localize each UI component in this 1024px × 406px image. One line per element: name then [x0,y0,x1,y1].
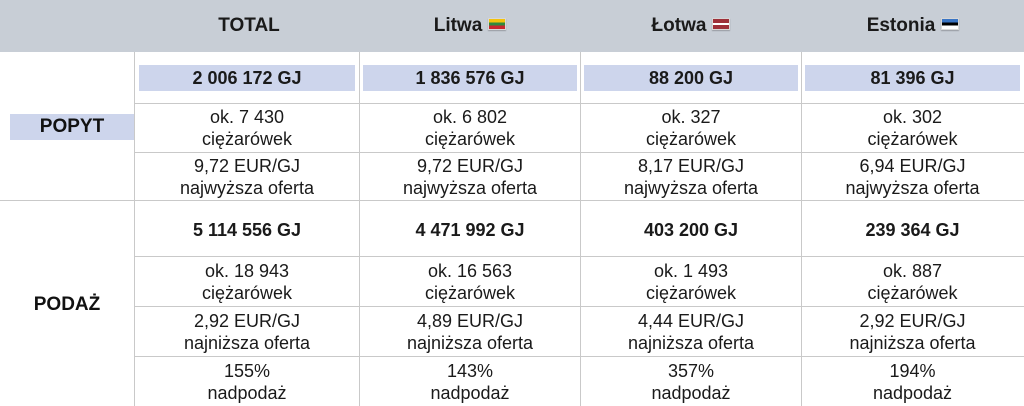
popyt-volume-latvia: 88 200 GJ [584,65,798,91]
podaz-oversupply-estonia: 194% nadpodaż [805,357,1020,406]
cell-line: 194% [889,360,936,381]
grid-line [134,152,1024,153]
cell-line: 6,94 EUR/GJ [859,155,966,176]
cell-line: ciężarówek [645,282,737,303]
section-label-podaz: PODAŻ [33,294,101,315]
podaz-price-estonia: 2,92 EUR/GJ najniższa oferta [805,307,1020,356]
popyt-price-latvia: 8,17 EUR/GJ najwyższa oferta [584,153,798,200]
cell-line: 2,92 EUR/GJ [193,310,301,331]
popyt-volume-lithuania: 1 836 576 GJ [363,65,577,91]
cell-line: ciężarówek [645,129,737,149]
cell-line: 143% [446,360,494,381]
cell-line: najwyższa oferta [402,177,538,198]
grid-line [134,356,1024,357]
cell-line: ok. 18 943 [204,260,290,281]
cell-line: 155% [223,360,271,381]
cell-line: nadpodaż [430,382,510,403]
podaz-volume-lithuania: 4 471 992 GJ [415,220,525,240]
popyt-volume-total: 2 006 172 GJ [139,65,355,91]
podaz-oversupply-lithuania: 143% nadpodaż [363,357,577,406]
cell-line: ciężarówek [201,129,293,149]
cell-line: najniższa oferta [406,332,534,353]
column-header-label: Estonia [866,15,936,36]
podaz-trucks-latvia: ok. 1 493 ciężarówek [584,257,798,306]
grid-line [801,52,802,406]
podaz-volume-estonia: 239 364 GJ [865,220,960,240]
flag-latvia-icon [712,18,731,30]
cell-line: ciężarówek [867,282,958,303]
cell-line: ok. 16 563 [427,260,513,281]
cell-line: najwyższa oferta [623,177,759,198]
podaz-volume-total: 5 114 556 GJ [192,220,302,240]
cell-line: ok. 327 [661,107,721,127]
section-label-popyt: POPYT [10,114,134,140]
cell-line: ciężarówek [201,282,293,303]
podaz-price-lithuania: 4,89 EUR/GJ najniższa oferta [363,307,577,356]
popyt-volume-estonia: 81 396 GJ [805,65,1020,91]
column-header-label: Litwa [433,15,483,36]
cell-line: najniższa oferta [849,332,976,353]
grid-line [134,103,1024,104]
cell-line: najwyższa oferta [845,177,980,198]
podaz-price-total: 2,92 EUR/GJ najniższa oferta [139,307,355,356]
column-header-label: TOTAL [218,15,280,36]
grid-line [134,200,1024,201]
column-header-estonia: Estonia [802,0,1024,52]
flag-estonia-icon [941,18,960,30]
flag-lithuania-icon [488,18,507,30]
cell-line: 4,89 EUR/GJ [416,310,524,331]
cell-line: ok. 6 802 [432,107,508,127]
popyt-price-estonia: 6,94 EUR/GJ najwyższa oferta [805,153,1020,200]
podaz-price-latvia: 4,44 EUR/GJ najniższa oferta [584,307,798,356]
cell-line: 2,92 EUR/GJ [859,310,966,331]
podaz-oversupply-total: 155% nadpodaż [139,357,355,406]
cell-line: nadpodaż [872,382,953,403]
popyt-trucks-estonia: ok. 302 ciężarówek [805,104,1020,152]
column-header-lithuania: Litwa [360,0,580,52]
section-divider [0,200,134,201]
cell-line: 8,17 EUR/GJ [637,155,745,176]
column-header-label: Łotwa [651,15,707,36]
cell-line: najniższa oferta [183,332,311,353]
grid-line [134,52,135,406]
cell-line: 4,44 EUR/GJ [637,310,745,331]
podaz-trucks-estonia: ok. 887 ciężarówek [805,257,1020,306]
grid-line [134,256,1024,257]
cell-line: najwyższa oferta [179,177,315,198]
cell-line: 9,72 EUR/GJ [193,155,301,176]
cell-line: nadpodaż [207,382,287,403]
podaz-oversupply-latvia: 357% nadpodaż [584,357,798,406]
popyt-trucks-lithuania: ok. 6 802 ciężarówek [363,104,577,152]
cell-line: ciężarówek [424,129,516,149]
podaz-volume-latvia: 403 200 GJ [643,220,739,240]
cell-line: 9,72 EUR/GJ [416,155,524,176]
popyt-price-lithuania: 9,72 EUR/GJ najwyższa oferta [363,153,577,200]
grid-line [134,306,1024,307]
cell-line: ok. 887 [882,260,943,281]
podaz-trucks-lithuania: ok. 16 563 ciężarówek [363,257,577,306]
cell-line: ok. 302 [882,107,943,127]
cell-line: nadpodaż [651,382,731,403]
cell-line: ciężarówek [867,129,958,149]
podaz-trucks-total: ok. 18 943 ciężarówek [139,257,355,306]
cell-line: ciężarówek [424,282,516,303]
cell-line: najniższa oferta [627,332,755,353]
grid-line [580,52,581,406]
popyt-trucks-latvia: ok. 327 ciężarówek [584,104,798,152]
column-header-total: TOTAL [139,0,359,52]
cell-line: ok. 1 493 [653,260,729,281]
table-header: TOTAL Litwa Łotwa Estonia [0,0,1024,52]
cell-line: 357% [667,360,715,381]
column-header-latvia: Łotwa [581,0,801,52]
popyt-trucks-total: ok. 7 430 ciężarówek [139,104,355,152]
grid-line [359,52,360,406]
popyt-price-total: 9,72 EUR/GJ najwyższa oferta [139,153,355,200]
cell-line: ok. 7 430 [209,107,285,127]
